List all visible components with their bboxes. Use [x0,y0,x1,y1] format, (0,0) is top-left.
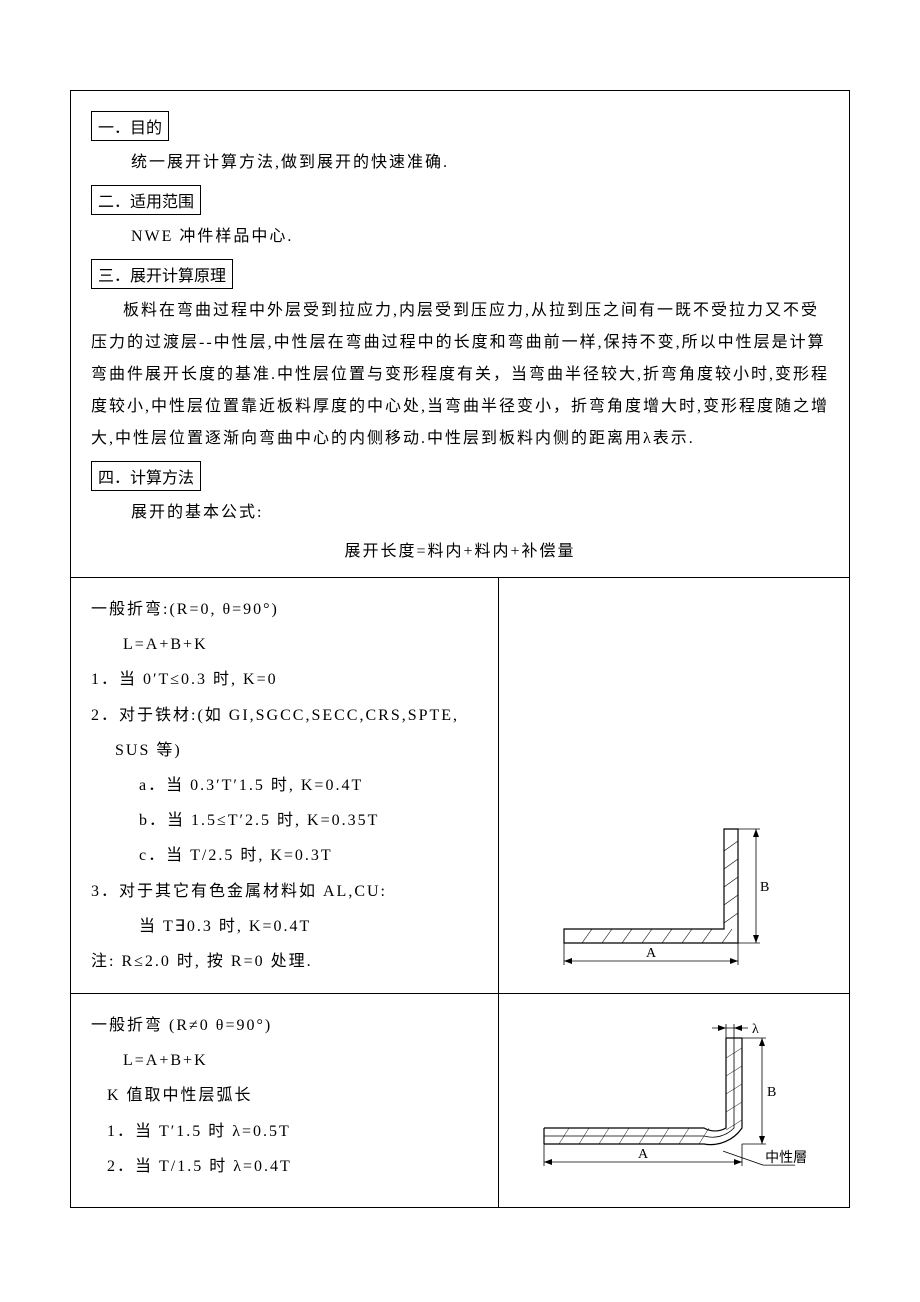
b1-item2: 2．对于铁材:(如 GI,SGCC,SECC,CRS,SPTE, [91,698,478,733]
b1-item1: 1．当 0′T≤0.3 时, K=0 [91,662,478,697]
section-3-body: 板料在弯曲过程中外层受到拉应力,内层受到压应力,从拉到压之间有一既不受拉力又不受… [91,295,829,455]
document-frame: 一．目的 统一展开计算方法,做到展开的快速准确. 二．适用范围 NWE 冲件样品… [70,90,850,1208]
page: 一．目的 统一展开计算方法,做到展开的快速准确. 二．适用范围 NWE 冲件样品… [0,0,920,1248]
b2-item2: 2．当 T/1.5 时 λ=0.4T [107,1149,478,1184]
svg-text:λ: λ [752,1022,759,1037]
svg-text:中性層: 中性層 [765,1150,807,1166]
l-bend-radius-diagram: λ B A 中性層 [514,1008,834,1193]
section-4-title: 四．计算方法 [91,461,201,491]
b1-note: 注: R≤2.0 时, 按 R=0 处理. [91,944,478,979]
b1-sub-a: a．当 0.3′T′1.5 时, K=0.4T [139,768,478,803]
b1-item3a: 当 T∃0.3 时, K=0.4T [139,909,478,944]
svg-text:A: A [638,1147,649,1162]
b2-item1: 1．当 T′1.5 时 λ=0.5T [107,1114,478,1149]
upper-section: 一．目的 统一展开计算方法,做到展开的快速准确. 二．适用范围 NWE 冲件样品… [71,91,849,578]
b1-heading: 一般折弯:(R=0, θ=90°) [91,592,478,627]
section-4-formula: 展开长度=料内+料内+补偿量 [91,537,829,561]
section-4-line1: 展开的基本公式: [131,497,829,529]
section-2-body: NWE 冲件样品中心. [131,221,829,253]
l-bend-diagram: AB [524,799,824,979]
row-2-text: 一般折弯 (R≠0 θ=90°) L=A+B+K K 值取中性层弧长 1．当 T… [71,994,499,1207]
b2-formula: L=A+B+K [123,1043,478,1078]
svg-text:A: A [646,946,657,961]
svg-text:B: B [760,880,769,895]
b1-item2b: SUS 等) [115,733,478,768]
svg-text:B: B [767,1085,776,1100]
section-1-title: 一．目的 [91,111,169,141]
b1-sub-c: c．当 T/2.5 时, K=0.3T [139,838,478,873]
row-1-diagram-cell: AB [499,578,849,993]
b1-formula: L=A+B+K [123,627,478,662]
section-3-title: 三．展开计算原理 [91,259,233,289]
b1-sub-b: b．当 1.5≤T′2.5 时, K=0.35T [139,803,478,838]
b2-kline: K 值取中性层弧长 [107,1078,478,1113]
section-2-title: 二．适用范围 [91,185,201,215]
row-bend-2: 一般折弯 (R≠0 θ=90°) L=A+B+K K 值取中性层弧长 1．当 T… [71,994,849,1207]
b2-heading: 一般折弯 (R≠0 θ=90°) [91,1008,478,1043]
b1-item3: 3．对于其它有色金属材料如 AL,CU: [91,874,478,909]
row-2-diagram-cell: λ B A 中性層 [499,994,849,1207]
row-bend-1: 一般折弯:(R=0, θ=90°) L=A+B+K 1．当 0′T≤0.3 时,… [71,578,849,994]
section-1-body: 统一展开计算方法,做到展开的快速准确. [131,147,829,179]
row-1-text: 一般折弯:(R=0, θ=90°) L=A+B+K 1．当 0′T≤0.3 时,… [71,578,499,993]
